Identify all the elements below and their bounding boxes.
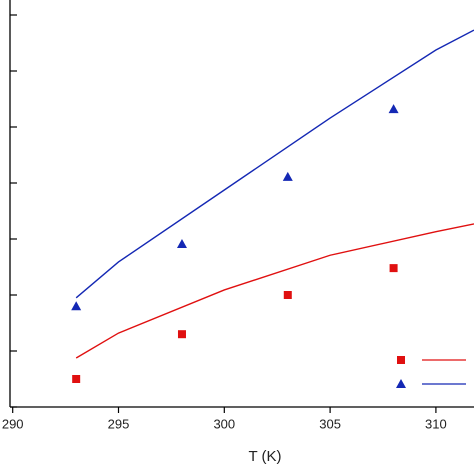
point [72, 375, 81, 383]
point [389, 264, 398, 273]
legend-marker [397, 356, 405, 364]
x-axis-label: T (K) [248, 448, 281, 465]
x-tick-label: 290 [2, 416, 24, 431]
x-tick-label: 305 [319, 416, 341, 431]
point [283, 291, 292, 299]
fit-line [75, 29, 474, 299]
point [388, 104, 399, 114]
legend [396, 356, 466, 388]
x-tick-label: 310 [425, 416, 447, 431]
point [177, 330, 186, 339]
fit-line [75, 223, 474, 359]
legend-marker [396, 379, 406, 388]
point [71, 301, 82, 311]
x-tick-label: 295 [108, 416, 130, 431]
point [282, 171, 293, 181]
x-tick-label: 300 [213, 416, 235, 431]
point [176, 239, 187, 249]
